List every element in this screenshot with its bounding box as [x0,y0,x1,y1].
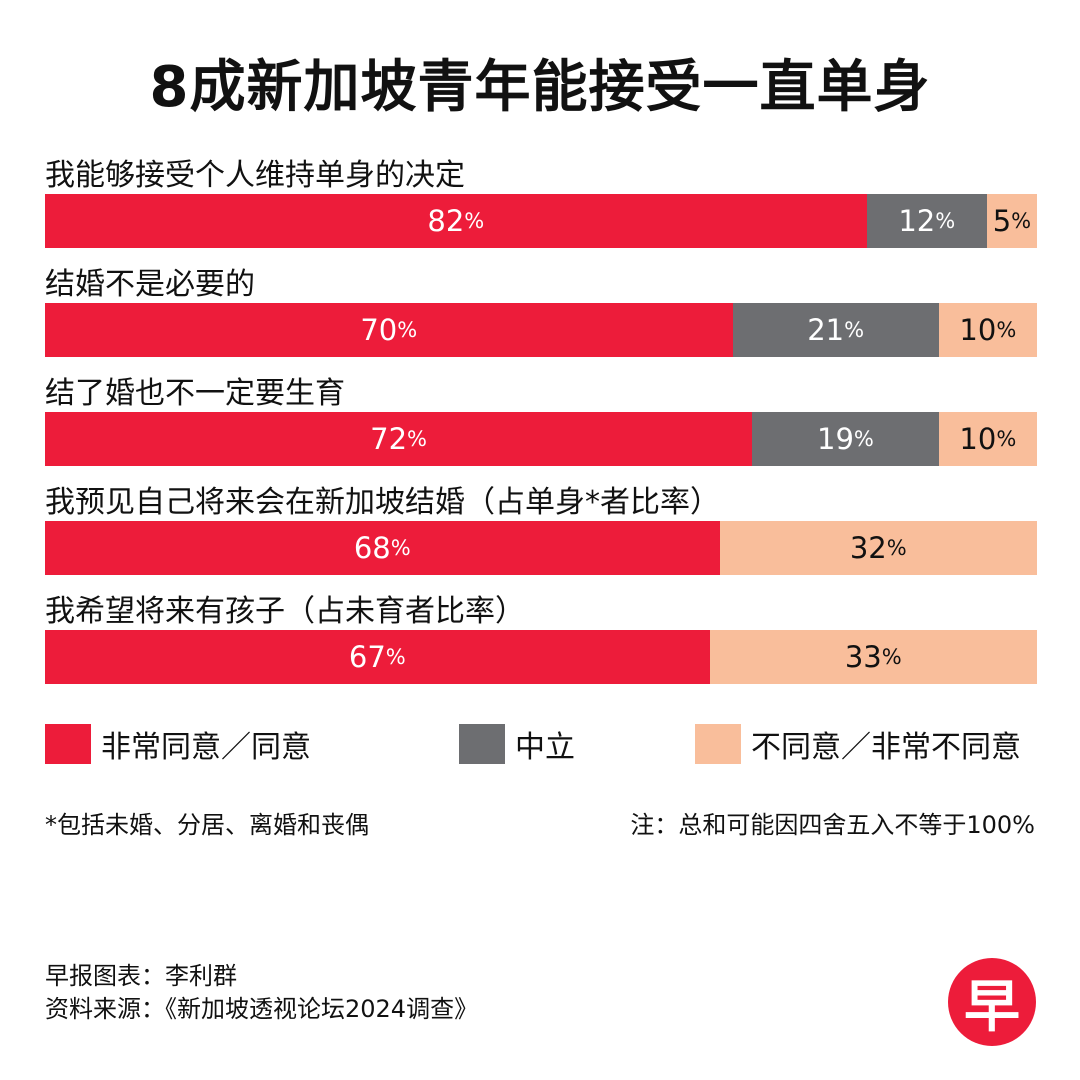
value-label: 33 [844,640,882,674]
neutral-segment: 21% [732,303,939,357]
stacked-bar: 82% 12% 5% [45,194,1037,248]
category-label: 我希望将来有孩子（占未育者比率） [45,594,525,629]
neutral-segment: 12% [866,194,987,248]
bar-row: 我能够接受个人维持单身的决定 82% 12% 5% [45,160,1037,269]
disagree-segment: 32% [719,521,1037,575]
legend-label: 非常同意／同意 [101,730,311,765]
value-label: 10 [959,313,997,347]
value-label: 68 [353,531,391,565]
credits: 早报图表：李利群 资料来源：《新加坡透视论坛2024调查》 [45,960,478,1026]
percent-sign: % [996,318,1017,342]
percent-sign: % [397,318,418,342]
logo-glyph: 早 [964,974,1020,1040]
bar-row: 我预见自己将来会在新加坡结婚（占单身*者比率） 68% 32% [45,487,1037,596]
legend-label: 不同意／非常不同意 [751,730,1021,765]
agree-segment: 82% [45,194,867,248]
agree-segment: 67% [45,630,710,684]
percent-sign: % [1011,209,1032,233]
value-label: 12 [898,204,936,238]
percent-sign: % [407,427,428,451]
bar-row: 我希望将来有孩子（占未育者比率） 67% 33% [45,596,1037,705]
category-label: 我能够接受个人维持单身的决定 [45,158,465,193]
legend-item: 非常同意／同意 [45,722,311,766]
neutral-segment: 19% [752,412,939,466]
value-label: 5 [992,204,1012,238]
rounding-note: 注：总和可能因四舍五入不等于100% [630,811,1035,839]
stacked-bar: 68% 32% [45,521,1037,575]
value-label: 19 [817,422,854,456]
stacked-bar: 67% 33% [45,630,1037,684]
disagree-segment: 10% [938,412,1037,466]
graphic-credit: 早报图表：李利群 [45,962,237,990]
category-label: 我预见自己将来会在新加坡结婚（占单身*者比率） [45,485,720,520]
value-label: 70 [360,313,398,347]
value-label: 21 [807,313,845,347]
stacked-bar: 70% 21% 10% [45,303,1037,357]
legend-item: 不同意／非常不同意 [695,722,1021,766]
value-label: 10 [959,422,997,456]
percent-sign: % [996,427,1017,451]
percent-sign: % [390,536,411,560]
stacked-bar: 72% 19% 10% [45,412,1037,466]
stacked-bar-chart: 我能够接受个人维持单身的决定 82% 12% 5% 结婚不是必要的 70% 21% 10% 结了… [45,160,1037,705]
legend-swatch [459,724,505,764]
disagree-segment: 5% [986,194,1037,248]
legend-swatch [695,724,741,764]
percent-sign: % [886,536,907,560]
legend-swatch [45,724,91,764]
footnote: *包括未婚、分居、离婚和丧偶 [45,811,369,839]
percent-sign: % [844,318,865,342]
percent-sign: % [385,645,406,669]
value-label: 67 [348,640,386,674]
percent-sign: % [881,645,902,669]
percent-sign: % [464,209,485,233]
disagree-segment: 10% [938,303,1037,357]
category-label: 结婚不是必要的 [45,267,255,302]
legend-label: 中立 [515,730,575,765]
value-label: 82 [427,204,465,238]
chart-title: 8成新加坡青年能接受一直单身 [149,55,931,120]
percent-sign: % [935,209,956,233]
value-label: 72 [370,422,408,456]
legend-item: 中立 [459,722,575,766]
value-label: 32 [849,531,887,565]
category-label: 结了婚也不一定要生育 [45,376,345,411]
agree-segment: 68% [45,521,720,575]
agree-segment: 72% [45,412,753,466]
agree-segment: 70% [45,303,733,357]
bar-row: 结婚不是必要的 70% 21% 10% [45,269,1037,378]
zaobao-logo: 早 [948,958,1036,1046]
bar-row: 结了婚也不一定要生育 72% 19% 10% [45,378,1037,487]
data-source: 资料来源：《新加坡透视论坛2024调查》 [45,995,479,1023]
disagree-segment: 33% [709,630,1037,684]
chart-legend: 非常同意／同意 中立 不同意／非常不同意 [45,722,1037,766]
percent-sign: % [853,427,874,451]
